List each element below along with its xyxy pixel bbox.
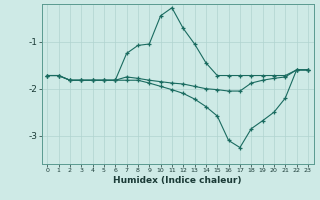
- X-axis label: Humidex (Indice chaleur): Humidex (Indice chaleur): [113, 176, 242, 185]
